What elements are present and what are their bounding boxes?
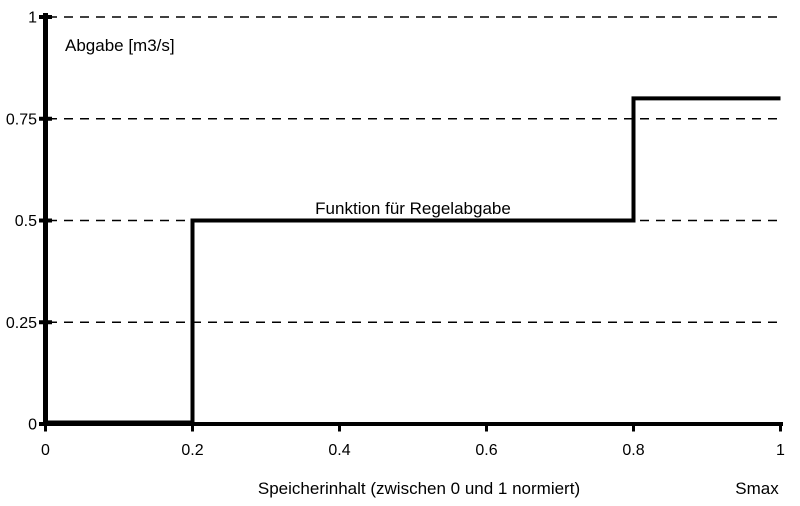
step-function-line: [45, 96, 781, 425]
x-tick-label: 1: [776, 442, 785, 459]
y-tick-label: 1: [28, 10, 37, 27]
y-tick-label: 0.25: [6, 315, 37, 332]
x-tick-label: 0.8: [622, 442, 644, 459]
y-tick-label: 0.5: [15, 213, 37, 230]
y-axis-unit-label: Abgabe [m3/s]: [65, 36, 175, 55]
series-annotation: Funktion für Regelabgabe: [315, 199, 511, 218]
y-tick-label: 0: [28, 417, 37, 434]
x-tick-labels: 0 0.2 0.4 0.6 0.8 1: [41, 442, 785, 459]
x-tick-label: 0.2: [181, 442, 203, 459]
x-tick-label: 0.6: [475, 442, 497, 459]
x-ticks: [44, 424, 782, 432]
y-tick-label: 0.75: [6, 111, 37, 128]
x-axis-label: Speicherinhalt (zwischen 0 und 1 normier…: [258, 479, 580, 498]
y-tick-labels: 0 0.25 0.5 0.75 1: [6, 10, 37, 434]
x-axis-smax-label: Smax: [735, 479, 779, 498]
x-tick-label: 0.4: [328, 442, 350, 459]
x-tick-label: 0: [41, 442, 50, 459]
